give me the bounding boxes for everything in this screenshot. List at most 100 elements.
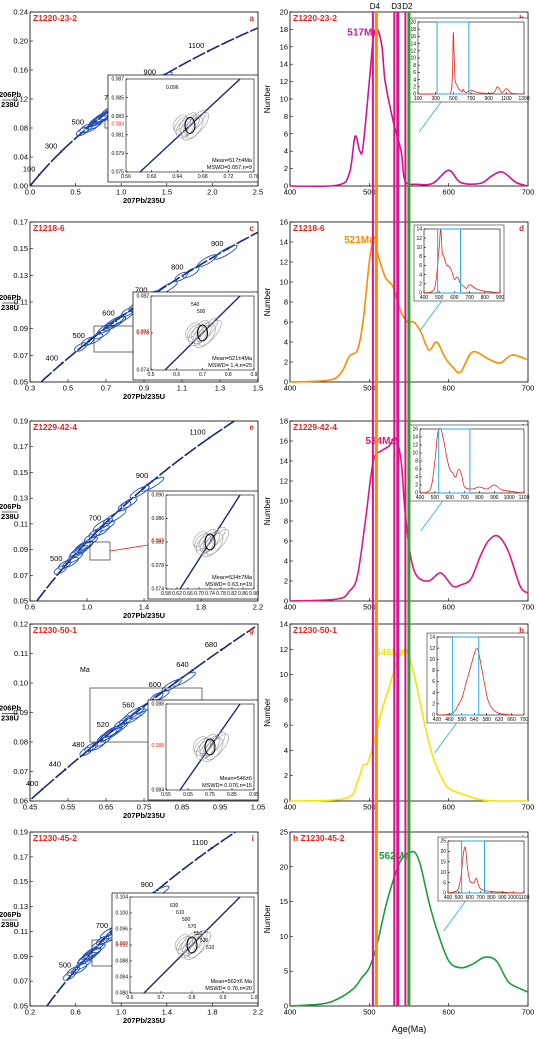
peak-age-label: 517Ma [347, 27, 378, 38]
kde-ytick-label: 2 [284, 358, 288, 367]
kde-inset-frame [436, 636, 525, 716]
age-marker [60, 362, 64, 365]
concordia-plot: 0.45 0.55 0.65 0.75 0.85 0.95 1.05 0.06 0.07 0.08… [0, 620, 265, 821]
kde-inset-xtick-label: 800 [487, 895, 496, 901]
concordia-inset: 0.5 0.6 0.7 0.8 0.90.0740.0780.082Mean=521±4… [132, 291, 259, 381]
inset-extra-label: 610 [176, 910, 185, 916]
concordia-xtick-label: 0.6 [25, 603, 35, 612]
inset-ellipse [198, 733, 217, 755]
inset-xtick-label: 0.72 [224, 174, 234, 180]
y-axis-label: 206Pb [0, 293, 21, 302]
inset-xtick-label: 0.86 [238, 591, 248, 597]
kde-xtick-label: 500 [363, 188, 376, 197]
kde-ytick-label: 12 [280, 77, 288, 86]
data-ellipse [129, 485, 150, 499]
inset-ytick-label: 0.082 [136, 294, 149, 300]
kde-inset-ytick-label: 20 [440, 849, 446, 855]
inset-xtick-label: 0.74 [205, 591, 215, 597]
inset-ellipse [185, 112, 210, 139]
kde-inset-frame [413, 224, 505, 302]
concordia-xtick-label: 0.65 [99, 803, 114, 812]
inset-xtick-label: 0.70 [194, 591, 204, 597]
concordia-ytick-label: 0.15 [13, 468, 28, 477]
kde-inset-ytick-label: 15 [440, 859, 446, 865]
kde-inset-xtick-label: 500 [449, 96, 458, 102]
kde-inset: 400 500 600 700 800 900 1000 1100 0 2 4 6 8 10 12 14 16 [409, 424, 530, 532]
kde-inset-ytick-label: 2 [413, 84, 416, 90]
data-ellipse [102, 509, 127, 525]
concordia-xtick-label: 0.6 [70, 1008, 80, 1017]
kde-xtick-label: 400 [284, 803, 297, 812]
kde-ytick-label: 8 [284, 517, 288, 526]
kde-inset-xtick-label: 460 [445, 717, 454, 723]
concordia-ytick-label: 0.10 [13, 679, 28, 688]
age-marker [207, 49, 210, 53]
zoom-arrow [420, 500, 444, 532]
data-ellipse [70, 963, 88, 975]
kde-inset-xtick-label: 1100 [519, 895, 530, 901]
kde-inset-xtick-label: 700 [465, 295, 474, 301]
kde-ytick-label: 12 [280, 477, 288, 486]
concordia-xtick-label: 1.8 [196, 603, 206, 612]
kde-inset-ytick-label: 5 [443, 880, 446, 886]
kde-ytick-label: 4 [284, 147, 288, 156]
concordia-plot: 0.6 1.0 1.4 1.8 2.2 0.05 0.07 0.09 0.11 0.13 0.15 0… [0, 417, 263, 621]
kde-ytick-label: 4 [284, 338, 288, 347]
age-label: 640 [176, 660, 189, 669]
kde-plot: 400 500 600 700 0 2 4 6 8 10 12 14 16 18 Number Z1229-4… [263, 417, 534, 612]
ellipse-cluster [79, 671, 196, 757]
concordia-xtick-label: 0.55 [61, 803, 76, 812]
concordia-xtick-label: 2.0 [207, 188, 217, 197]
inset-ellipse [183, 936, 206, 960]
kde-xtick-label: 600 [442, 1008, 455, 1017]
data-ellipse [62, 971, 77, 981]
kde-inset-ytick-label: 0 [413, 92, 416, 98]
kde-inset-ytick-label: 2 [432, 702, 435, 708]
age-label: 560 [122, 700, 135, 709]
kde-inset-xtick-label: 700 [476, 895, 485, 901]
concordia-ytick-label: 0.11 [14, 519, 28, 528]
data-ellipse [74, 536, 99, 552]
inset-ytick-label: 0.081 [111, 132, 124, 138]
age-label: 480 [72, 740, 85, 749]
zoom-box [452, 636, 480, 716]
age-label: 520 [97, 720, 110, 729]
data-ellipse [73, 540, 94, 554]
y-axis-label: 206Pb [0, 704, 21, 713]
kde-inset-ytick-label: 10 [416, 245, 422, 251]
concordia-ytick-label: 0.05 [13, 597, 28, 606]
inset-xtick-label: 0.85 [227, 792, 237, 798]
kde-curve [289, 28, 529, 188]
age-marker [38, 173, 41, 176]
kde-inset-ytick-label: 10 [410, 56, 416, 62]
age-label: 900 [211, 239, 224, 248]
concordia-ytick-label: 0.05 [13, 1002, 28, 1011]
concordia-ytick-label: 0.09 [13, 952, 28, 961]
kde-ytick-label: 14 [280, 60, 288, 69]
inset-ytick-label: 0.084 [115, 975, 128, 981]
inset-xtick-label: 0.95 [249, 792, 259, 798]
data-ellipse [81, 947, 102, 961]
concordia-xtick-label: 0.9 [139, 384, 149, 393]
age-label: 1100 [188, 41, 204, 50]
kde-inset-ytick-label: 14 [429, 635, 435, 641]
selection-box [89, 541, 111, 561]
kde-inset-ytick-label: 14 [412, 435, 418, 441]
kde-inset-ytick-label: 0 [419, 291, 422, 297]
kde-inset-ytick-label: 12 [412, 443, 418, 449]
x-axis-label: 207Pb/235U [123, 392, 165, 401]
age-marker [41, 787, 44, 791]
age-marker [74, 969, 77, 972]
kde-inset-curve [423, 228, 501, 294]
concordia-xtick-label: 0.7 [101, 384, 111, 393]
kde-ytick-label: 10 [280, 497, 288, 506]
age-line-label: D4 [370, 2, 381, 11]
inset-ytick-label: 0.074 [136, 368, 149, 374]
kde-inset-curve [436, 647, 525, 716]
inset-xtick-label: 0.8 [189, 995, 196, 1001]
data-ellipse [124, 706, 145, 720]
inset-ellipse [194, 324, 216, 348]
kde-xtick-label: 600 [442, 188, 455, 197]
kde-ytick-label: 0 [284, 597, 288, 606]
mean-ellipse [204, 533, 216, 551]
